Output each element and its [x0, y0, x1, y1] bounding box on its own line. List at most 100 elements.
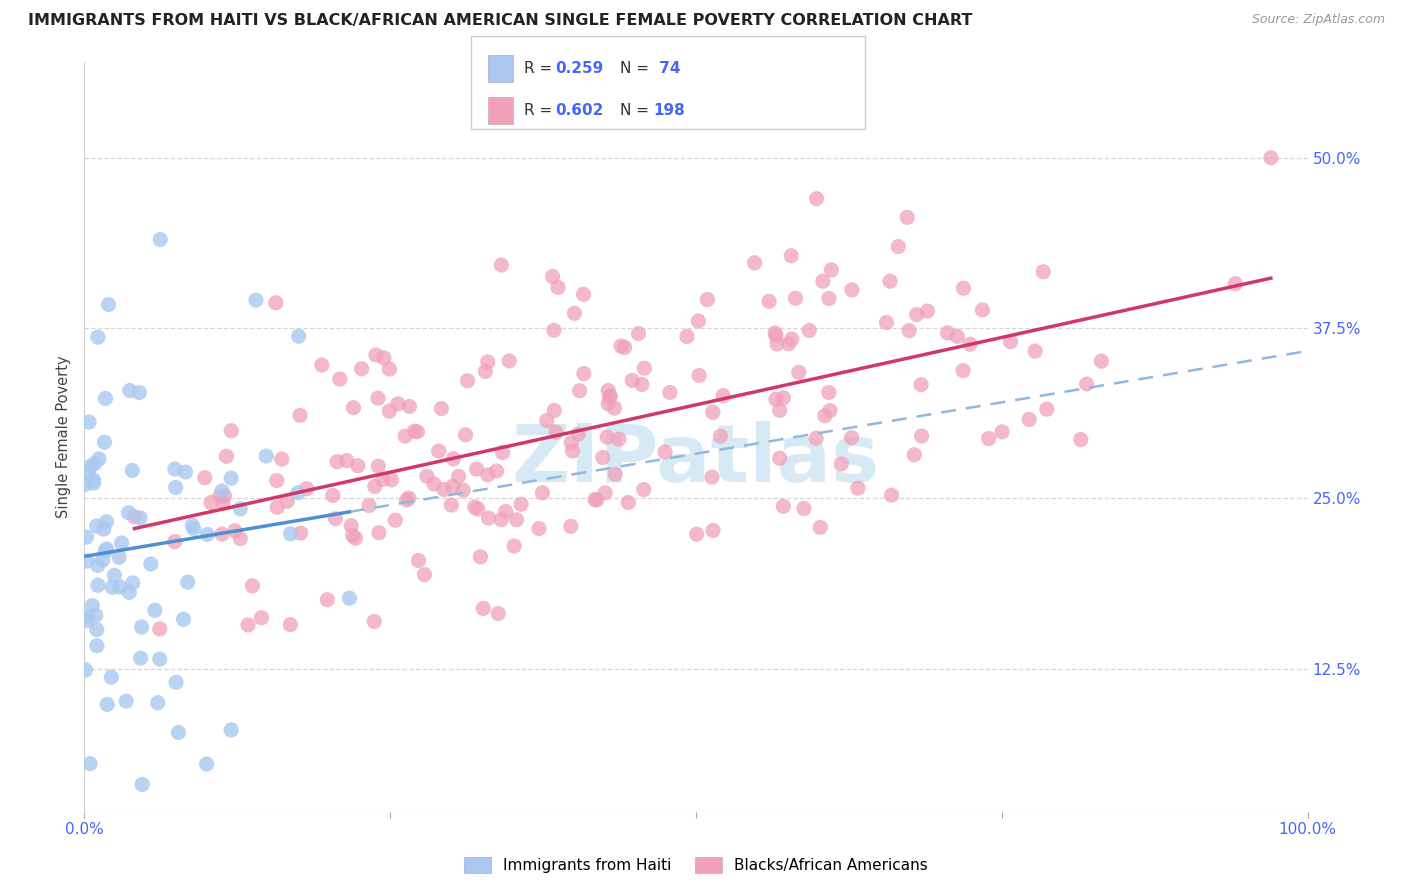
Point — [177, 575, 200, 590]
Point — [543, 403, 565, 417]
Point — [531, 485, 554, 500]
Point — [364, 348, 387, 362]
Point — [780, 249, 803, 263]
Point — [1225, 277, 1247, 291]
Point — [364, 479, 387, 493]
Point — [167, 725, 190, 739]
Point — [211, 527, 233, 541]
Point — [87, 330, 110, 344]
Point — [477, 511, 499, 525]
Point — [76, 614, 98, 628]
Point — [229, 532, 252, 546]
Point — [887, 239, 910, 253]
Point — [387, 397, 409, 411]
Point — [818, 403, 841, 417]
Point — [946, 329, 969, 343]
Point — [593, 486, 616, 500]
Point — [149, 622, 172, 636]
Point — [79, 459, 101, 474]
Point — [766, 337, 789, 351]
Point — [200, 495, 222, 509]
Point — [94, 392, 117, 406]
Point — [814, 409, 837, 423]
Point — [510, 497, 533, 511]
Point — [194, 471, 217, 485]
Point — [491, 258, 513, 272]
Point — [763, 326, 786, 340]
Point — [75, 663, 97, 677]
Point — [427, 444, 450, 458]
Point — [977, 432, 1000, 446]
Point — [413, 567, 436, 582]
Point — [87, 452, 110, 467]
Point — [441, 479, 464, 493]
Point — [592, 450, 614, 465]
Point — [131, 620, 153, 634]
Point — [527, 522, 550, 536]
Point — [599, 389, 621, 403]
Point — [121, 575, 143, 590]
Point — [93, 522, 115, 536]
Point — [368, 525, 391, 540]
Point — [603, 401, 626, 416]
Point — [316, 592, 339, 607]
Point — [702, 405, 724, 419]
Point — [250, 610, 273, 624]
Point — [765, 328, 787, 343]
Point — [108, 550, 131, 565]
Point — [103, 568, 125, 582]
Point — [806, 431, 828, 445]
Point — [86, 639, 108, 653]
Point — [598, 397, 620, 411]
Point — [129, 651, 152, 665]
Point — [363, 615, 385, 629]
Point — [596, 430, 619, 444]
Point — [163, 534, 186, 549]
Point — [1018, 412, 1040, 426]
Point — [441, 451, 464, 466]
Point — [430, 401, 453, 416]
Point — [76, 530, 98, 544]
Point — [408, 553, 430, 567]
Point — [465, 462, 488, 476]
Point — [541, 269, 564, 284]
Point — [240, 579, 263, 593]
Point — [758, 294, 780, 309]
Text: 74: 74 — [654, 61, 681, 76]
Point — [610, 339, 633, 353]
Point — [149, 233, 172, 247]
Point — [688, 368, 710, 383]
Point — [83, 473, 105, 487]
Point — [585, 493, 607, 508]
Point — [214, 489, 236, 503]
Point — [875, 316, 897, 330]
Point — [898, 324, 921, 338]
Point — [477, 355, 499, 369]
Point — [183, 522, 205, 536]
Point — [820, 263, 842, 277]
Point — [744, 256, 766, 270]
Point — [384, 513, 406, 527]
Point — [86, 623, 108, 637]
Point — [477, 467, 499, 482]
Point — [544, 425, 567, 440]
Point — [676, 329, 699, 343]
Point — [787, 365, 810, 379]
Point — [118, 585, 141, 599]
Text: N =: N = — [620, 61, 654, 76]
Point — [841, 283, 863, 297]
Point — [491, 445, 513, 459]
Point — [344, 531, 367, 545]
Point — [785, 291, 807, 305]
Point — [367, 459, 389, 474]
Point — [378, 362, 401, 376]
Point — [474, 364, 496, 378]
Point — [266, 474, 288, 488]
Point — [879, 274, 901, 288]
Point — [567, 427, 589, 442]
Point — [212, 496, 235, 510]
Text: 198: 198 — [654, 103, 686, 118]
Point — [380, 473, 402, 487]
Point — [124, 509, 146, 524]
Point — [905, 308, 928, 322]
